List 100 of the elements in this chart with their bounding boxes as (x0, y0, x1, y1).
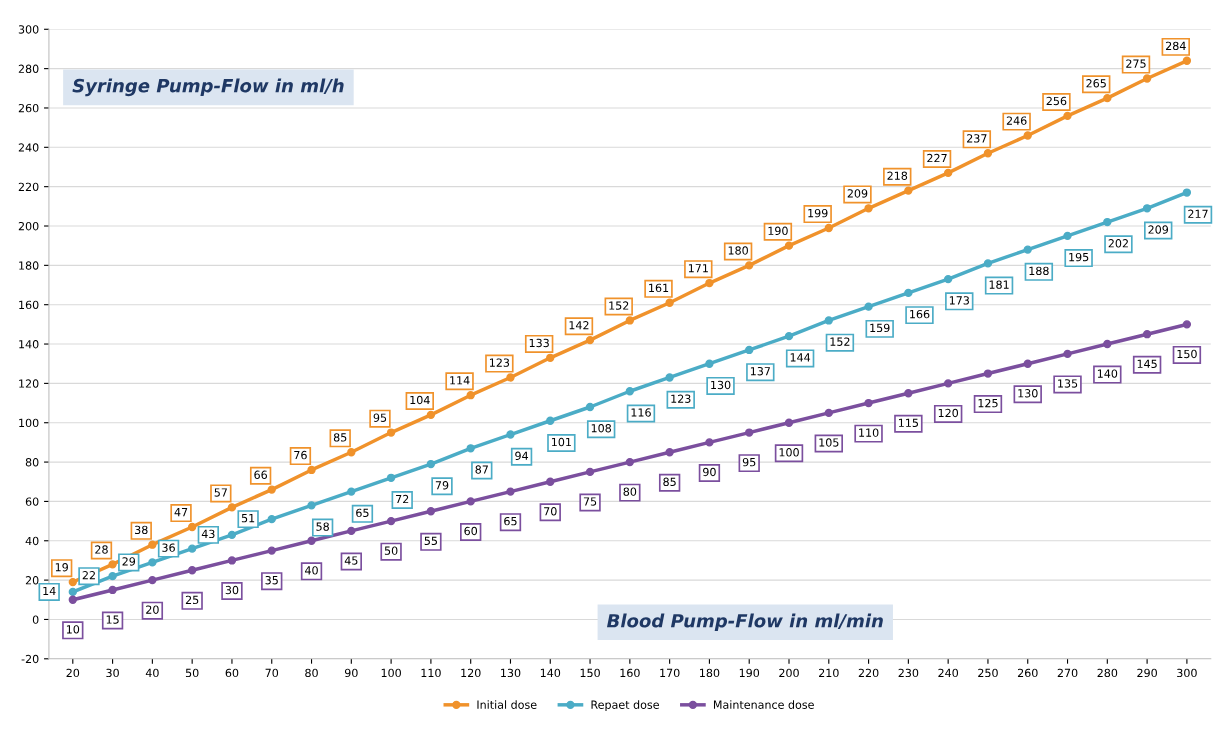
data-label: 87 (475, 465, 488, 474)
data-label: 14 (43, 586, 56, 595)
data-label: 159 (870, 323, 890, 333)
data-label: 218 (887, 171, 908, 180)
data-label: 19 (55, 563, 68, 572)
point (546, 416, 555, 425)
point (1063, 231, 1072, 241)
point (1103, 217, 1112, 227)
data-label: 275 (1126, 59, 1146, 68)
y-tick-label: 300 (18, 25, 39, 34)
y-tick-label: 20 (25, 576, 39, 585)
data-label: 25 (185, 595, 199, 605)
point (864, 398, 873, 408)
point (1142, 204, 1152, 213)
data-label: 152 (609, 301, 629, 310)
data-label: 43 (201, 529, 215, 539)
point (784, 241, 794, 250)
x-tick-label: 220 (858, 668, 879, 678)
data-label: 110 (859, 428, 879, 437)
data-label: 108 (591, 424, 612, 433)
data-label: 188 (1029, 266, 1049, 276)
x-tick-label: 260 (1017, 668, 1038, 678)
point (745, 345, 754, 355)
point (68, 577, 77, 587)
point (506, 373, 515, 382)
x-tick-label: 30 (106, 668, 119, 678)
data-label: 58 (316, 522, 329, 531)
point (864, 302, 873, 311)
point (187, 544, 197, 553)
point (1103, 93, 1112, 103)
y-tick-label: -20 (21, 654, 39, 664)
point (426, 459, 436, 469)
x-tick-label: 130 (501, 668, 521, 678)
x-tick-label: 160 (620, 668, 640, 678)
point (943, 168, 953, 178)
data-label: 137 (750, 366, 770, 376)
x-tick-label: 100 (381, 668, 401, 678)
data-label: 75 (583, 497, 597, 506)
data-label: 114 (450, 376, 470, 385)
y-tick-label: 40 (25, 536, 39, 546)
point (347, 487, 356, 496)
point (1063, 111, 1072, 121)
point (665, 298, 674, 307)
x-tick-label: 140 (540, 668, 561, 678)
y-tick-label: 60 (25, 497, 39, 506)
data-label: 85 (333, 433, 347, 442)
data-label: 65 (504, 516, 517, 526)
point (386, 428, 396, 437)
data-label: 30 (225, 585, 239, 595)
data-label: 145 (1137, 359, 1157, 368)
data-label: 237 (967, 134, 987, 143)
data-label: 140 (1097, 369, 1118, 378)
legend-label: Initial dose (477, 700, 537, 709)
data-label: 265 (1086, 79, 1106, 88)
data-label: 40 (305, 566, 318, 575)
y-axis-title: Syringe Pump-Flow in ml/h (72, 78, 344, 97)
x-tick-label: 250 (978, 668, 998, 678)
data-label: 209 (1148, 225, 1169, 234)
point (943, 274, 953, 284)
data-label: 171 (688, 264, 708, 273)
point (904, 288, 913, 298)
point (68, 587, 77, 597)
point (108, 560, 117, 569)
point (1063, 349, 1072, 359)
data-label: 95 (373, 413, 387, 422)
data-label: 130 (1018, 389, 1038, 398)
x-tick-label: 110 (421, 668, 441, 678)
point (108, 585, 117, 595)
data-label: 144 (790, 353, 811, 362)
point (1182, 320, 1192, 329)
point (307, 465, 316, 475)
point (745, 261, 754, 270)
point (506, 487, 515, 496)
point (426, 410, 436, 420)
y-tick-label: 140 (19, 340, 39, 349)
x-tick-label: 150 (580, 668, 600, 678)
x-axis-title: Blood Pump-Flow in ml/min (606, 613, 883, 632)
point (983, 369, 993, 378)
point (187, 522, 197, 532)
data-label: 217 (1188, 209, 1208, 218)
point (904, 186, 913, 195)
point (705, 438, 714, 447)
data-label: 35 (265, 575, 278, 585)
data-label: 101 (551, 437, 571, 447)
point (745, 428, 754, 437)
y-tick-label: 200 (18, 221, 39, 231)
point (784, 332, 794, 341)
point (1142, 74, 1152, 83)
point (1182, 56, 1192, 65)
point (983, 149, 993, 158)
point (1023, 245, 1032, 254)
x-tick-label: 290 (1137, 668, 1157, 678)
x-tick-label: 240 (938, 668, 959, 678)
point (625, 387, 635, 396)
legend-label: Maintenance dose (713, 700, 814, 709)
data-label: 209 (847, 189, 868, 198)
data-label: 166 (910, 309, 930, 319)
data-label: 55 (424, 536, 437, 546)
point (665, 448, 674, 457)
data-label: 38 (135, 525, 148, 535)
